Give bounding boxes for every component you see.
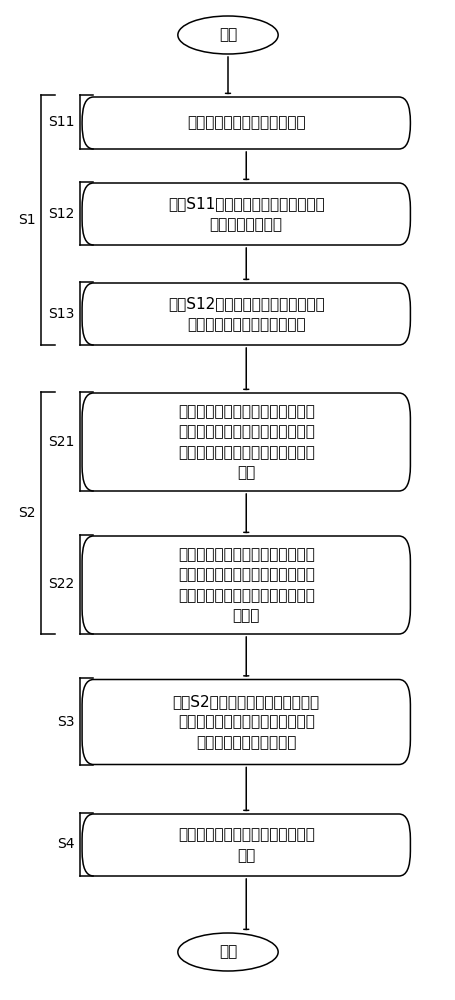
Text: S22: S22 — [48, 578, 74, 591]
Text: 基于S12灰度变换处理后的产品图像
信息，对其进行滤波去噪处理: 基于S12灰度变换处理后的产品图像 信息，对其进行滤波去噪处理 — [167, 296, 324, 332]
FancyBboxPatch shape — [82, 283, 409, 345]
Text: 基于S11获取的产品图像信息，对其
进行灰度变换处理: 基于S11获取的产品图像信息，对其 进行灰度变换处理 — [167, 196, 324, 232]
FancyBboxPatch shape — [82, 393, 409, 491]
Text: S13: S13 — [48, 306, 74, 320]
FancyBboxPatch shape — [82, 814, 409, 876]
Text: 通过相机获取产品的图像信息: 通过相机获取产品的图像信息 — [187, 115, 305, 130]
Text: S3: S3 — [57, 714, 74, 728]
Text: S2: S2 — [18, 506, 35, 520]
Text: S1: S1 — [18, 213, 35, 227]
Text: S21: S21 — [48, 434, 74, 448]
Ellipse shape — [177, 933, 278, 971]
Text: S11: S11 — [48, 115, 74, 129]
Text: 提取每一毛边轮廓特征信息并输出
保存: 提取每一毛边轮廓特征信息并输出 保存 — [177, 827, 314, 863]
FancyBboxPatch shape — [82, 183, 409, 245]
Text: S12: S12 — [48, 207, 74, 221]
Ellipse shape — [177, 16, 278, 54]
Text: 基于最大类间方差法确定第三阈值
，并依据该第三阈值将圆形目标区
域的轮廓最终分割出来以得到其图
像信息: 基于最大类间方差法确定第三阈值 ，并依据该第三阈值将圆形目标区 域的轮廓最终分割… — [177, 547, 314, 623]
Text: 结束: 结束 — [218, 944, 237, 960]
Text: S4: S4 — [57, 838, 74, 852]
Text: 基于直方图双峰法确定第二阈值，
并依据该第二阈值将产品图像信息
中的圆形目标区域的轮廓初步分割
出来: 基于直方图双峰法确定第二阈值， 并依据该第二阈值将产品图像信息 中的圆形目标区域… — [177, 404, 314, 480]
Text: 开始: 开始 — [218, 27, 237, 42]
Text: 基于S2得到的圆形目标区域的图像
信息，确定圆形目标区域周侧的若
干毛边轮廓的形状及位置: 基于S2得到的圆形目标区域的图像 信息，确定圆形目标区域周侧的若 干毛边轮廓的形… — [172, 694, 319, 750]
FancyBboxPatch shape — [82, 97, 409, 149]
FancyBboxPatch shape — [82, 536, 409, 634]
FancyBboxPatch shape — [82, 680, 409, 764]
